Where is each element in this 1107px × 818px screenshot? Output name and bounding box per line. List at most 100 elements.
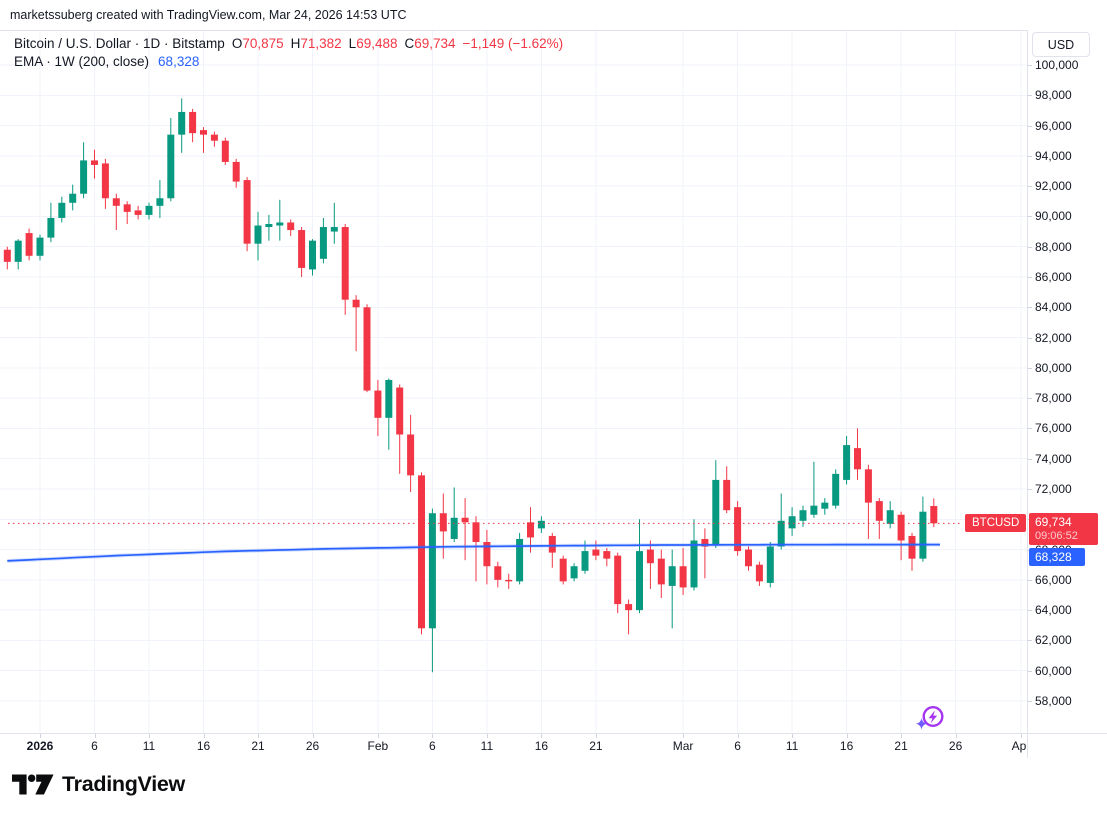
candle: [723, 466, 731, 514]
candle-body: [112, 198, 120, 206]
time-tickmark: [94, 734, 96, 738]
price-tick-label: 96,000: [1035, 118, 1072, 133]
attribution-text: marketssuberg created with TradingView.c…: [10, 8, 407, 22]
time-tick-label: 11: [142, 739, 156, 753]
low-value: 69,488: [356, 36, 398, 51]
time-tick-label: 16: [534, 739, 549, 753]
time-tickmark: [595, 734, 597, 738]
chart-pane[interactable]: [0, 0, 1027, 733]
candle: [745, 546, 752, 571]
chart-legend: Bitcoin / U.S. Dollar · 1D · Bitstamp O7…: [14, 36, 563, 70]
candle-body: [58, 202, 66, 218]
candle-body: [788, 516, 796, 529]
time-tickmark: [258, 734, 259, 738]
indicator-value: 68,328: [158, 54, 200, 69]
bar-countdown: 09:06:52: [1035, 529, 1078, 542]
candle: [156, 180, 164, 218]
candle-body: [679, 566, 687, 588]
time-tickmark: [683, 734, 685, 738]
indicator-legend-row[interactable]: EMA · 1W (200, close) 68,328: [14, 54, 563, 70]
candle: [668, 549, 676, 629]
candle-body: [723, 479, 731, 511]
candle-body: [548, 535, 556, 553]
candle: [854, 428, 861, 480]
time-tickmark: [486, 734, 488, 738]
time-tick-label: 26: [305, 739, 320, 753]
candle: [25, 228, 33, 261]
candle: [309, 239, 316, 276]
price-tick-label: 92,000: [1035, 179, 1072, 194]
candle-body: [886, 510, 894, 524]
price-tickmark: [1028, 579, 1032, 581]
candle: [221, 137, 229, 165]
candle: [418, 472, 425, 635]
candle: [287, 219, 295, 237]
candles: [3, 98, 938, 673]
candle-body: [167, 134, 175, 199]
candle-body: [897, 514, 905, 541]
candle: [167, 118, 175, 202]
candle-body: [777, 520, 785, 547]
price-tick-label: 90,000: [1035, 209, 1072, 224]
candle-body: [80, 160, 88, 194]
price-tickmark: [1028, 216, 1032, 218]
price-tick-label: 82,000: [1035, 330, 1072, 345]
candle-body: [766, 546, 774, 583]
price-tick-label: 86,000: [1035, 270, 1072, 284]
candle-body: [189, 111, 197, 134]
candle: [537, 516, 545, 533]
candle: [843, 436, 851, 485]
price-tick-label: 66,000: [1035, 572, 1072, 587]
time-tick-label: 6: [429, 739, 436, 753]
candle: [319, 217, 327, 264]
candle: [755, 561, 763, 586]
candle-body: [3, 249, 11, 262]
candle-body: [603, 551, 611, 559]
candle: [178, 98, 186, 153]
candle-body: [145, 205, 153, 215]
time-tick-label: 6: [91, 739, 98, 753]
candle-body: [385, 379, 393, 418]
candle: [886, 501, 894, 529]
price-tickmark: [1028, 398, 1032, 400]
time-tickmark: [955, 734, 957, 738]
price-axis[interactable]: USD 100,000 98,000 96,000 94,000 92,000 90,00…: [1028, 0, 1107, 758]
symbol-legend-row[interactable]: Bitcoin / U.S. Dollar · 1D · Bitstamp O7…: [14, 36, 563, 52]
candle: [625, 599, 633, 635]
candle-body: [701, 538, 709, 547]
boost-flash-icon[interactable]: [914, 701, 948, 735]
time-tickmark: [432, 734, 434, 738]
candle-body: [592, 549, 600, 556]
price-tickmark: [1028, 458, 1032, 460]
candle: [363, 304, 371, 393]
candle-body: [625, 604, 633, 611]
candle-body: [178, 111, 186, 135]
last-price-value: 69,734: [1035, 514, 1072, 529]
candle: [58, 196, 66, 223]
time-tick-label: 21: [251, 739, 265, 753]
candle-body: [559, 558, 567, 582]
candle: [265, 214, 273, 241]
time-tick-label: 11: [785, 739, 799, 753]
time-axis[interactable]: 2026 6 11 16 21 26 Feb 6 11 16 21 Mar 6 11 16 21 26 Apr: [0, 734, 1027, 758]
candle: [788, 507, 796, 536]
currency-button[interactable]: USD: [1032, 32, 1090, 57]
candle-body: [14, 240, 22, 262]
time-tick-label: 21: [894, 739, 908, 753]
price-tickmark: [1028, 337, 1032, 339]
symbol-price-tag: BTCUSD: [965, 514, 1027, 533]
candle: [134, 205, 142, 220]
candle-body: [418, 475, 425, 629]
open-value: 70,875: [242, 36, 284, 51]
candle-body: [636, 551, 643, 611]
candle: [439, 493, 447, 559]
candle-body: [930, 506, 938, 524]
candle-body: [450, 517, 458, 539]
time-tickmark: [541, 734, 543, 738]
open-label: O: [231, 36, 243, 51]
candle-body: [581, 551, 589, 571]
candle-body: [363, 307, 371, 391]
high-label: H: [290, 36, 301, 51]
candle-body: [25, 233, 33, 256]
candle: [646, 540, 654, 589]
